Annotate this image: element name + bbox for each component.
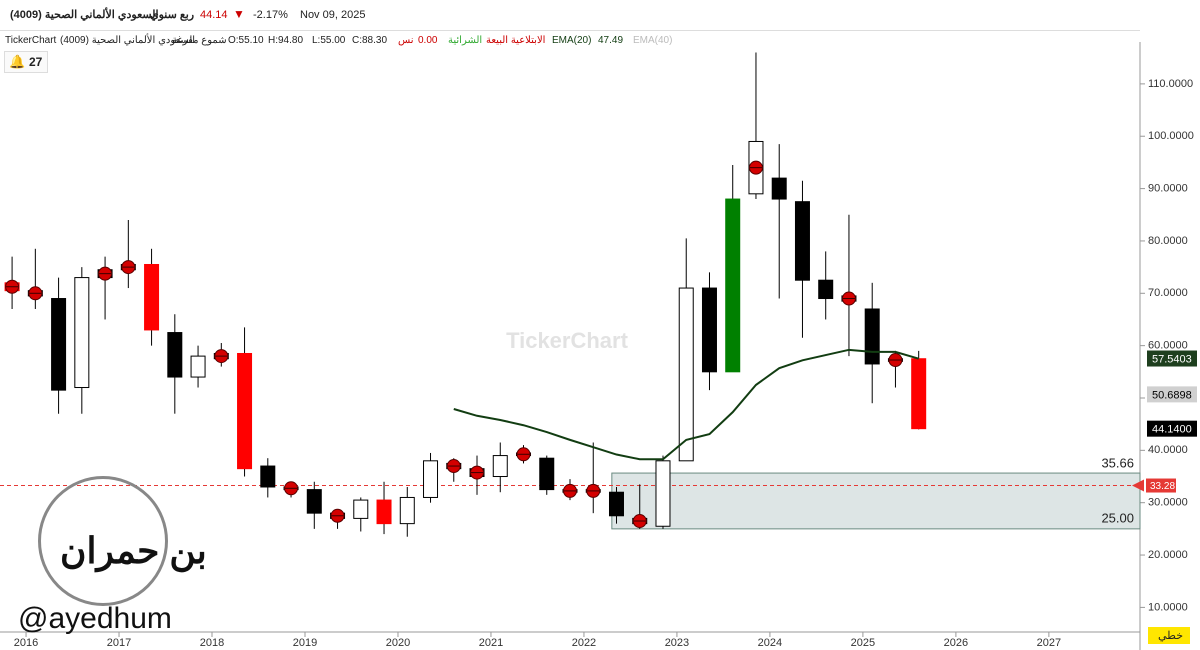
x-tick-label: 2025 <box>851 637 875 649</box>
header-change: -2.17% <box>253 9 288 21</box>
y-tick-label: 70.0000 <box>1148 287 1188 299</box>
alert-tag <box>1146 478 1176 493</box>
candle-body <box>306 489 322 514</box>
watermark: TickerChart <box>506 328 629 353</box>
x-tick-label: 2018 <box>200 637 224 649</box>
divider <box>0 30 1140 31</box>
candle-body <box>237 352 253 470</box>
price-tag <box>1147 420 1197 437</box>
price-tag-label: 57.5403 <box>1152 353 1192 365</box>
header-symbol: السعودي الألماني الصحية (4009) <box>10 9 159 21</box>
legend-pattern-buy: الشرائية <box>448 35 483 46</box>
y-tick-label: 110.0000 <box>1148 78 1193 90</box>
legend-close: C:88.30 <box>352 35 388 46</box>
candle-body <box>864 308 880 365</box>
legend-indicator-value: 0.00 <box>418 35 438 46</box>
y-tick-label: 80.0000 <box>1148 235 1188 247</box>
legend-ema40: EMA(40) <box>633 35 673 46</box>
candle-body <box>725 198 741 373</box>
legend-ema20: EMA(20) <box>552 35 592 46</box>
candle-body <box>794 201 810 281</box>
price-tag-label: 44.1400 <box>1152 424 1192 436</box>
x-tick-label: 2027 <box>1037 637 1061 649</box>
header-price: 44.14 <box>200 9 228 21</box>
x-tick-label: 2019 <box>293 637 317 649</box>
y-tick-label: 40.0000 <box>1148 444 1188 456</box>
legend-high: H:94.80 <box>268 35 304 46</box>
candle-body <box>701 287 717 373</box>
price-tag-label: 50.6898 <box>1152 389 1192 401</box>
zone-high-label: 35.66 <box>1101 455 1134 470</box>
legend-ema20-value: 47.49 <box>598 35 624 46</box>
ema-line <box>453 348 919 461</box>
down-arrow: ▼ <box>233 7 245 21</box>
candle-body <box>678 287 694 462</box>
y-tick-label: 10.0000 <box>1148 601 1188 613</box>
y-tick-label: 30.0000 <box>1148 497 1188 509</box>
legend-pattern-sell: الابتلاعية البيعة <box>486 35 546 46</box>
scale-mode: خطي <box>1158 630 1183 642</box>
scale-mode-button[interactable]: خطي <box>1148 627 1190 644</box>
logo-handle: @ayedhum <box>18 602 172 635</box>
candle-body <box>74 277 90 389</box>
x-tick-label: 2022 <box>572 637 596 649</box>
candle-body <box>353 499 369 519</box>
legend-indicator: نس <box>398 35 414 46</box>
zone-low-label: 25.00 <box>1101 510 1134 525</box>
candle-body <box>539 457 555 491</box>
price-tag <box>1147 386 1197 403</box>
candle-body <box>423 460 439 498</box>
y-tick-label: 90.0000 <box>1148 182 1188 194</box>
candle-body <box>818 279 834 300</box>
candle-body <box>260 465 276 488</box>
legend-style: شموع مفرغة <box>172 35 227 46</box>
candle-body <box>655 460 671 527</box>
candle-body <box>911 358 927 430</box>
alerts-button[interactable]: 🔔 27 <box>4 51 48 73</box>
legend-source: TickerChart <box>5 35 57 46</box>
y-tick-label: 100.0000 <box>1148 130 1194 142</box>
alert-arrow <box>1132 479 1144 492</box>
candle-body <box>167 332 183 378</box>
x-tick-label: 2026 <box>944 637 968 649</box>
legend-symbol: السعودي الألماني الصحية (4009) <box>60 35 196 46</box>
candle-body <box>608 491 624 517</box>
x-tick-label: 2016 <box>14 637 38 649</box>
y-tick-label: 60.0000 <box>1148 340 1188 352</box>
alerts-count: 27 <box>29 55 43 69</box>
candle-body <box>190 355 206 378</box>
header-date: Nov 09, 2025 <box>300 9 366 21</box>
alert-tag-label: 33.28 <box>1150 481 1175 492</box>
candle-body <box>771 177 787 200</box>
price-tag <box>1147 350 1197 367</box>
x-tick-label: 2021 <box>479 637 503 649</box>
legend-low: L:55.00 <box>312 35 346 46</box>
bell-icon: 🔔 <box>9 54 26 69</box>
x-tick-label: 2024 <box>758 637 782 649</box>
logo-name: بن حمران <box>60 530 207 571</box>
legend-open: O:55.10 <box>228 35 264 46</box>
candle-body <box>376 499 392 525</box>
x-tick-label: 2023 <box>665 637 689 649</box>
candle-body <box>399 496 415 525</box>
y-tick-label: 20.0000 <box>1148 549 1188 561</box>
logo-circle <box>38 476 168 606</box>
zone <box>611 472 1141 530</box>
candle-body <box>144 263 160 331</box>
header-period: ربع سنوي <box>150 9 195 21</box>
x-tick-label: 2020 <box>386 637 410 649</box>
x-tick-label: 2017 <box>107 637 131 649</box>
candle-body <box>51 298 67 391</box>
candle-body <box>492 455 508 478</box>
